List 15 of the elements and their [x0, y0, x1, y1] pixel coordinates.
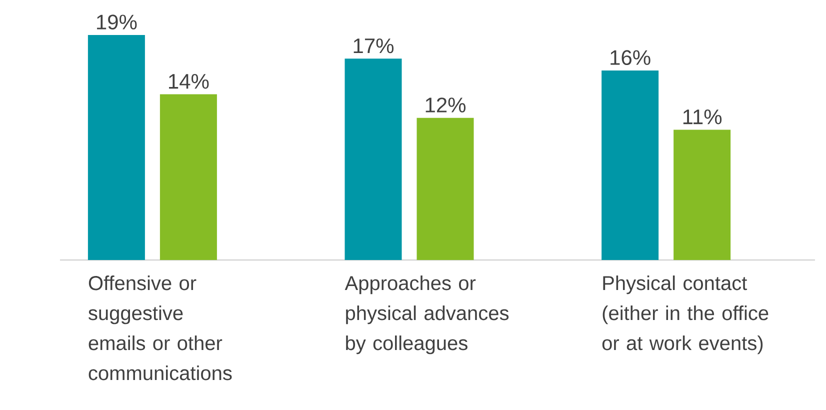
- data-label: 14%: [169, 74, 209, 89]
- data-label: 11%: [683, 110, 722, 124]
- x-tick-label: Approaches or physical advances by colleagues: [344, 276, 509, 354]
- bar: [88, 34, 145, 260]
- data-label: 17%: [354, 38, 394, 54]
- bar: [160, 94, 217, 260]
- x-tick-label: Offensive or suggestive emails or other communications: [88, 276, 232, 380]
- bar: [602, 70, 659, 260]
- data-label: 16%: [610, 50, 650, 65]
- x-tick-label: Physical contact (either in the office or at work events): [602, 276, 768, 354]
- data-label: 19%: [97, 14, 137, 30]
- data-label: 12%: [426, 98, 466, 112]
- bar: [344, 58, 402, 260]
- bar: [674, 130, 731, 260]
- bar: [416, 118, 474, 260]
